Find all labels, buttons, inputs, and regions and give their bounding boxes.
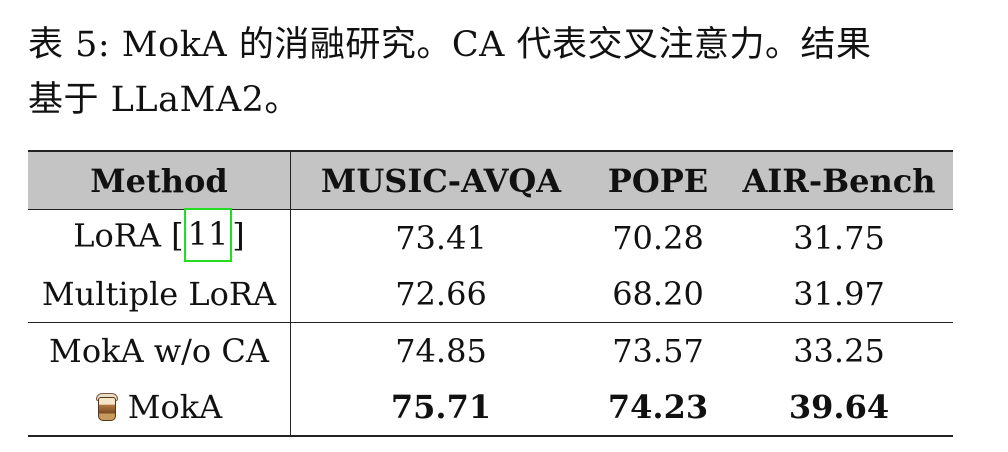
table-row: MokA w/o CA 74.85 73.57 33.25	[28, 322, 953, 379]
table-cell: 73.57	[591, 322, 725, 379]
header-air-bench: AIR-Bench	[725, 150, 953, 210]
table-cell: 74.85	[290, 322, 591, 379]
method-label: LoRA [	[73, 216, 184, 255]
table-caption: 表 5: MokA 的消融研究。CA 代表交叉注意力。结果 基于 LLaMA2。	[28, 18, 978, 128]
method-cell: Multiple LoRA	[28, 266, 291, 323]
method-label-suffix: ]	[232, 216, 245, 255]
table-cell: 31.75	[793, 219, 885, 257]
header-row: Method MUSIC-AVQA POPE AIR-Bench	[28, 150, 953, 210]
results-table: Method MUSIC-AVQA POPE AIR-Bench LoRA [1…	[28, 150, 953, 437]
bubble-tea-icon	[95, 392, 118, 421]
table-cell: 33.25	[725, 322, 953, 379]
table-cell: 73.41	[395, 219, 487, 257]
method-cell: MokA	[28, 379, 291, 437]
method-label: MokA	[127, 388, 223, 426]
table-row: Multiple LoRA 72.66 68.20 31.97	[28, 266, 953, 323]
table-row: MokA 75.71 74.23 39.64	[28, 379, 953, 437]
header-music-avqa: MUSIC-AVQA	[290, 150, 591, 210]
citation-link[interactable]: 11	[183, 208, 233, 262]
method-cell: MokA w/o CA	[28, 322, 291, 379]
table-cell: 70.28	[612, 219, 704, 257]
table-cell: 68.20	[612, 275, 704, 313]
header-pope: POPE	[591, 150, 725, 210]
caption-line-2: 基于 LLaMA2。	[28, 80, 300, 120]
table-row: LoRA [11] 73.41 70.28 31.75	[28, 208, 953, 266]
table-cell-best: 75.71	[290, 379, 591, 437]
caption-line-1: 表 5: MokA 的消融研究。CA 代表交叉注意力。结果	[28, 25, 872, 65]
table-cell: 72.66	[395, 275, 487, 313]
method-cell: LoRA [11]	[28, 208, 291, 266]
table-cell-best: 39.64	[725, 379, 953, 437]
table-cell: 31.97	[793, 275, 885, 313]
table-cell-best: 74.23	[591, 379, 725, 437]
header-method: Method	[28, 150, 291, 210]
